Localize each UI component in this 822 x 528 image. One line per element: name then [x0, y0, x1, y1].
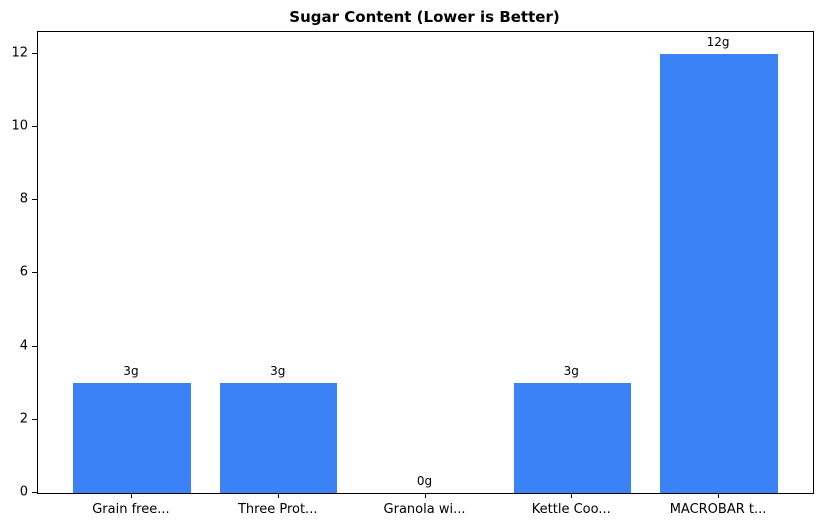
y-tick-mark [32, 52, 37, 54]
y-tick-mark [32, 199, 37, 201]
bar-value-label: 0g [416, 474, 433, 488]
y-tick-label: 12 [11, 45, 28, 61]
bar [513, 383, 631, 493]
x-tick-label: MACROBAR t... [669, 502, 767, 517]
x-tick-label: Grain free... [92, 502, 170, 517]
bar-value-label: 3g [123, 364, 139, 379]
y-tick-label: 4 [19, 338, 28, 354]
x-tick-mark [130, 493, 132, 498]
plot-area [37, 31, 814, 494]
y-tick-mark [32, 126, 37, 128]
x-tick-label: Kettle Coo... [531, 502, 611, 517]
bar-value-label: 3g [563, 364, 579, 379]
bar [660, 53, 778, 493]
y-tick-mark [32, 345, 37, 347]
x-tick-mark [571, 493, 573, 498]
bar-value-label: 3g [270, 364, 286, 379]
bar-value-label: 12g [706, 34, 730, 49]
y-tick-label: 6 [19, 264, 28, 280]
x-tick-mark [277, 493, 279, 498]
bar [220, 383, 338, 493]
x-tick-mark [718, 493, 720, 498]
y-tick-mark [32, 492, 37, 493]
y-tick-label: 0 [19, 484, 28, 500]
y-tick-mark [32, 272, 37, 274]
y-tick-label: 10 [11, 118, 28, 134]
y-tick-label: 2 [19, 411, 28, 427]
y-tick-mark [32, 418, 37, 420]
chart-title: Sugar Content (Lower is Better) [289, 8, 560, 26]
x-tick-mark [424, 493, 426, 498]
x-tick-label: Three Prot... [237, 502, 318, 517]
y-tick-label: 8 [19, 191, 28, 207]
bar [73, 383, 191, 493]
x-tick-label: Granola wi... [383, 502, 466, 517]
